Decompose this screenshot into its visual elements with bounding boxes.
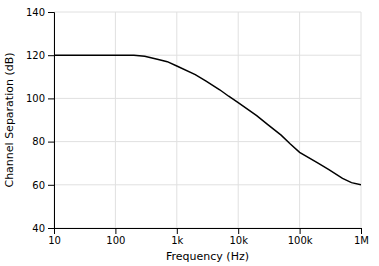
x-axis-tick: 10 bbox=[48, 228, 61, 246]
grid-line-y bbox=[54, 98, 361, 99]
y-axis-tick: 100 bbox=[26, 93, 54, 104]
x-axis-tick-label: 1M bbox=[354, 235, 369, 246]
grid-line-x bbox=[299, 12, 300, 228]
marks bbox=[54, 55, 361, 185]
y-axis-tick-mark bbox=[48, 12, 54, 13]
y-axis-title: Channel Separation (dB) bbox=[3, 52, 16, 187]
grid-line-x bbox=[361, 12, 362, 228]
y-axis: 40 60 80 100 120 140 bbox=[26, 7, 55, 234]
plot: 10 100 1k 10k 100k 1M 40 60 80 100 120 140 bbox=[26, 7, 369, 246]
y-axis-tick: 140 bbox=[26, 7, 54, 18]
y-axis-tick-mark bbox=[48, 98, 54, 99]
x-axis-tick-label: 10 bbox=[48, 235, 61, 246]
x-axis-tick-label: 100 bbox=[106, 235, 125, 246]
y-axis-tick-label: 60 bbox=[32, 180, 45, 191]
chart-container: 10 100 1k 10k 100k 1M 40 60 80 100 120 140 Frequency… bbox=[0, 0, 379, 266]
x-axis-tick-label: 1k bbox=[171, 235, 183, 246]
x-axis-tick-mark bbox=[115, 228, 116, 234]
y-axis-tick-mark bbox=[48, 55, 54, 56]
grid bbox=[54, 12, 361, 228]
y-axis-tick-label: 40 bbox=[32, 223, 45, 234]
x-axis-tick-mark bbox=[361, 228, 362, 234]
grid-line-x bbox=[238, 12, 239, 228]
y-axis-tick: 40 bbox=[32, 223, 54, 234]
y-axis-tick-label: 80 bbox=[32, 136, 45, 147]
x-axis-tick-label: 100k bbox=[288, 235, 313, 246]
x-axis-tick: 100k bbox=[288, 228, 313, 246]
x-axis-tick: 10k bbox=[229, 228, 248, 246]
grid-line-x bbox=[176, 12, 177, 228]
x-axis-tick: 1k bbox=[171, 228, 183, 246]
x-axis-line bbox=[55, 229, 362, 235]
y-axis-tick-mark bbox=[48, 228, 54, 229]
x-axis-tick-mark bbox=[238, 228, 239, 234]
y-axis-tick: 60 bbox=[32, 180, 54, 191]
x-axis-tick-mark bbox=[300, 228, 301, 234]
y-axis-tick-label: 100 bbox=[26, 93, 45, 104]
x-axis-title: Frequency (Hz) bbox=[166, 250, 249, 263]
chart-svg: 10 100 1k 10k 100k 1M 40 60 80 100 120 140 Frequency… bbox=[0, 0, 379, 266]
x-axis-tick-label: 10k bbox=[229, 235, 248, 246]
y-axis-tick-mark bbox=[48, 142, 54, 143]
y-axis-tick-label: 120 bbox=[26, 50, 45, 61]
x-axis-tick-mark bbox=[177, 228, 178, 234]
grid-line-y bbox=[54, 12, 361, 13]
y-axis-tick: 120 bbox=[26, 50, 54, 61]
grid-line-x bbox=[115, 12, 116, 228]
x-axis-tick: 1M bbox=[354, 228, 369, 246]
y-axis-line bbox=[48, 13, 55, 229]
y-axis-tick: 80 bbox=[32, 136, 54, 147]
y-axis-tick-label: 140 bbox=[26, 7, 45, 18]
line bbox=[54, 55, 361, 185]
grid-line-y bbox=[54, 184, 361, 185]
x-axis: 10 100 1k 10k 100k 1M bbox=[48, 228, 369, 246]
y-axis-tick-mark bbox=[48, 185, 54, 186]
grid-line-y bbox=[54, 141, 361, 142]
x-axis-tick: 100 bbox=[106, 228, 125, 246]
